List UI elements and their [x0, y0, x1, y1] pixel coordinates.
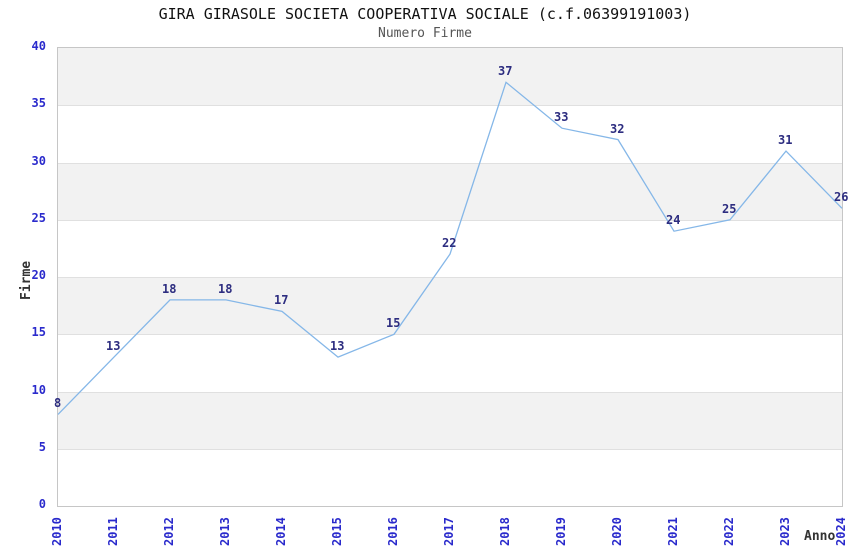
data-label: 17 [274, 293, 289, 308]
x-tick-label: 2013 [218, 517, 232, 546]
data-label: 25 [722, 201, 737, 216]
series-polyline [57, 81, 843, 415]
gridline [58, 105, 842, 107]
gridline [58, 334, 842, 336]
x-tick-label: 2010 [50, 517, 64, 546]
data-label: 18 [162, 281, 177, 296]
x-tick-label: 2022 [722, 517, 736, 546]
data-label: 32 [610, 121, 625, 136]
data-label: 33 [554, 110, 569, 125]
plot-band [58, 277, 842, 335]
x-tick-label: 2015 [330, 517, 344, 546]
data-label: 22 [442, 236, 457, 251]
x-axis-title: Anno [804, 529, 836, 544]
y-tick-label: 15 [31, 325, 46, 340]
gridline [58, 277, 842, 278]
chart-title: GIRA GIRASOLE SOCIETA COOPERATIVA SOCIAL… [158, 5, 692, 23]
data-label: 31 [778, 133, 793, 148]
gridline [58, 391, 842, 393]
x-tick-label: 2020 [610, 517, 624, 546]
x-tick-label: 2011 [106, 517, 120, 546]
plot-band [58, 391, 842, 449]
x-tick-label: 2016 [386, 517, 400, 546]
x-tick-label: 2018 [498, 517, 512, 546]
y-tick-label: 35 [31, 96, 46, 111]
data-label: 26 [834, 190, 849, 205]
data-label: 24 [666, 213, 681, 228]
x-tick-label: 2012 [162, 517, 176, 546]
x-tick-label: 2017 [442, 517, 456, 546]
x-tick-label: 2024 [834, 517, 848, 546]
plot-area: 8 13 18 18 17 13 15 22 37 33 32 24 25 31 26 [54, 47, 849, 507]
y-tick-label: 20 [31, 268, 46, 282]
y-tick-label: 30 [31, 153, 46, 168]
x-tick-label: 2014 [274, 517, 288, 546]
y-tick-label: 25 [31, 210, 46, 225]
chart-subtitle: Numero Firme [378, 26, 472, 41]
y-tick-label: 40 [31, 39, 46, 53]
gridline [58, 448, 842, 450]
y-tick-label: 5 [38, 439, 46, 454]
data-label: 13 [330, 339, 345, 354]
data-label: 13 [106, 339, 121, 354]
x-tick-label: 2021 [666, 517, 680, 546]
data-label: 8 [54, 396, 62, 411]
plot-band [58, 48, 842, 106]
plot-band [58, 162, 842, 220]
x-tick-label: 2019 [554, 517, 568, 546]
data-label: 18 [218, 281, 233, 296]
gridline [58, 162, 842, 164]
gridline [58, 219, 842, 221]
x-tick-label: 2023 [778, 517, 792, 546]
line-series [57, 81, 843, 415]
data-label: 15 [386, 316, 401, 331]
y-tick-label: 10 [31, 382, 46, 397]
data-label: 37 [498, 64, 513, 79]
y-tick-label: 0 [38, 497, 46, 511]
